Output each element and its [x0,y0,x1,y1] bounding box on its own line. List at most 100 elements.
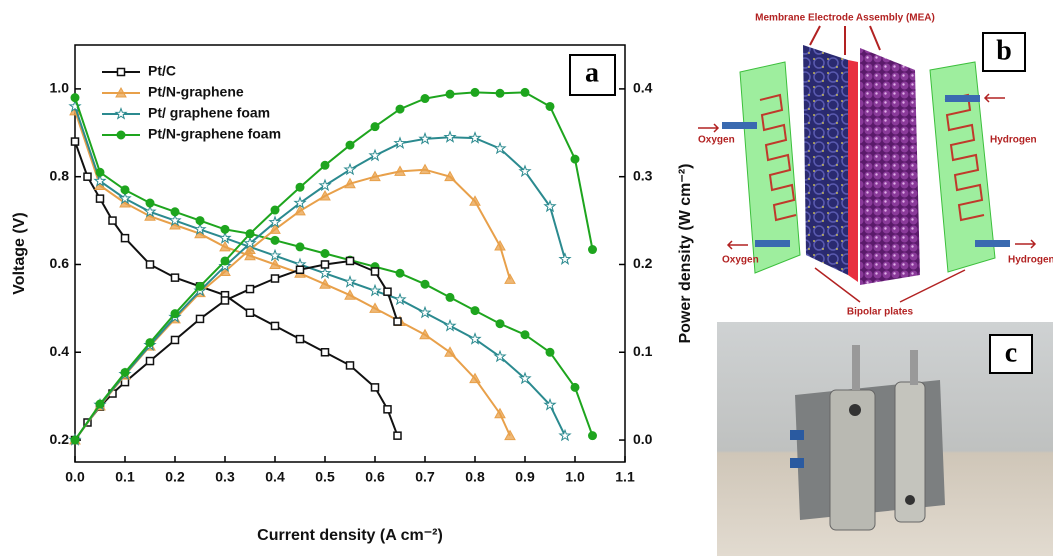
marker [121,368,129,376]
y2-tick-label: 0.2 [633,255,653,271]
marker [346,141,354,149]
inlet-left [722,122,757,129]
chart-a: 0.00.10.20.30.40.50.60.70.80.91.01.10.20… [11,45,694,544]
marker [396,105,404,113]
marker [521,331,529,339]
marker [118,69,125,76]
y-axis-title: Voltage (V) [11,212,28,294]
y2-tick-label: 0.0 [633,431,653,447]
x-axis-title: Current density (A cm⁻²) [257,527,443,544]
marker [297,266,304,273]
marker [371,123,379,131]
x-tick-label: 1.1 [615,469,635,485]
marker [589,246,597,254]
marker [221,257,229,265]
outlet-left [755,240,790,247]
marker [560,254,570,264]
marker [322,261,329,268]
marker [147,261,154,268]
marker [222,297,229,304]
marker [271,206,279,214]
inlet-right [945,95,980,102]
series-line [75,261,398,440]
mea-arrows [810,26,880,55]
marker [571,383,579,391]
marker [271,236,279,244]
rod [852,345,860,390]
x-tick-label: 0.0 [65,469,85,485]
catalyst-layer [860,48,920,285]
marker [116,109,126,119]
y2-tick-label: 0.3 [633,167,653,183]
marker [395,138,405,148]
marker [571,155,579,163]
marker [370,303,380,312]
marker [320,268,330,278]
x-tick-label: 0.3 [215,469,235,485]
marker [117,131,125,139]
y2-tick-label: 0.1 [633,343,653,359]
marker [505,431,515,440]
marker [321,250,329,258]
outlet-right [975,240,1010,247]
oxygen-out: Oxygen [722,255,759,266]
marker [71,436,79,444]
marker [272,275,279,282]
marker [471,307,479,315]
x-tick-label: 0.9 [515,469,535,485]
x-tick-label: 1.0 [565,469,585,485]
marker [196,217,204,225]
diagram-b: Membrane Electrode Assembly (MEA) Oxygen… [698,13,1053,318]
marker [384,288,391,295]
legend-entry: Pt/ graphene foam [148,105,270,121]
membrane [848,60,858,282]
marker [347,362,354,369]
marker [122,235,129,242]
marker [470,133,480,143]
hydrogen-in: Hydrogen [990,135,1037,146]
marker [345,277,355,287]
panel-label: a [585,57,599,88]
oxygen-in: Oxygen [698,135,735,146]
marker [121,186,129,194]
marker [96,400,104,408]
marker [420,133,430,143]
marker [420,330,430,339]
marker [496,89,504,97]
y-tick-label: 1.0 [50,80,70,96]
marker [221,225,229,233]
x-tick-label: 0.6 [365,469,385,485]
marker [589,432,597,440]
marker [370,285,380,295]
marker [171,208,179,216]
marker [246,230,254,238]
marker [84,173,91,180]
marker [446,90,454,98]
marker [546,348,554,356]
marker [320,191,330,200]
y-tick-label: 0.4 [50,343,70,359]
y2-tick-label: 0.4 [633,80,653,96]
marker [172,274,179,281]
marker [71,94,79,102]
marker [146,199,154,207]
panel-label: b [996,35,1012,66]
x-tick-label: 0.1 [115,469,135,485]
marker [109,217,116,224]
marker [396,269,404,277]
legend-entry: Pt/N-graphene foam [148,126,281,142]
marker [445,132,455,142]
rod [910,350,918,385]
mea-title: Membrane Electrode Assembly (MEA) [755,13,935,24]
x-tick-label: 0.4 [265,469,285,485]
marker [394,318,401,325]
marker [146,339,154,347]
marker [421,280,429,288]
y2-axis-title: Power density (W cm⁻²) [677,163,694,343]
marker [421,95,429,103]
y-tick-label: 0.6 [50,255,70,271]
marker [521,88,529,96]
y-tick-label: 0.2 [50,431,70,447]
marker [297,336,304,343]
marker [372,384,379,391]
